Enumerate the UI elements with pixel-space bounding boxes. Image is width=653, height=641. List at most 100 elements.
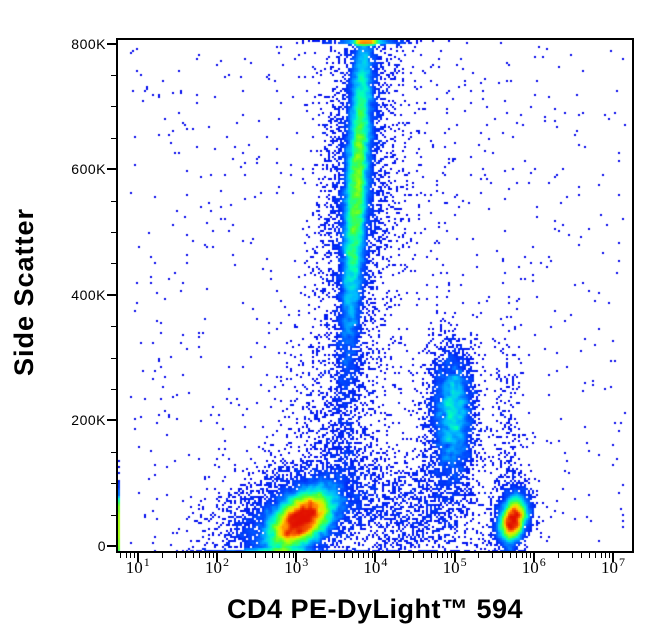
x-minor-tick (351, 553, 353, 558)
x-minor-tick (430, 553, 432, 558)
x-minor-tick (399, 553, 401, 558)
x-major-tick (532, 553, 535, 562)
x-minor-tick (557, 553, 559, 558)
x-tick-exponent: 7 (618, 555, 625, 569)
y-tick-label: 600K (71, 161, 106, 178)
x-minor-tick (292, 553, 294, 558)
y-major-tick (107, 544, 116, 547)
x-tick-base: 10 (125, 558, 143, 577)
x-tick-label: 104 (345, 555, 405, 578)
y-minor-tick (111, 451, 116, 453)
x-minor-tick (600, 553, 602, 558)
x-major-tick (374, 553, 377, 562)
x-minor-tick (609, 553, 611, 558)
x-minor-tick (320, 553, 322, 558)
x-minor-tick (357, 553, 359, 558)
x-minor-tick (530, 553, 532, 558)
x-minor-tick (272, 553, 274, 558)
x-tick-label: 102 (187, 555, 247, 578)
x-tick-label: 101 (108, 555, 168, 578)
x-minor-tick (264, 553, 266, 558)
x-minor-tick (478, 553, 480, 558)
x-tick-exponent: 6 (539, 555, 546, 569)
x-minor-tick (571, 553, 573, 558)
x-minor-tick (240, 553, 242, 558)
x-minor-tick (343, 553, 345, 558)
y-major-tick (107, 293, 116, 296)
x-minor-tick (204, 553, 206, 558)
x-major-tick (295, 553, 298, 562)
y-minor-tick (111, 137, 116, 139)
x-minor-tick (509, 553, 511, 558)
x-minor-tick (502, 553, 504, 558)
x-minor-tick (278, 553, 280, 558)
x-minor-tick (199, 553, 201, 558)
y-minor-tick (111, 106, 116, 108)
x-major-tick (136, 553, 139, 562)
x-minor-tick (413, 553, 415, 558)
x-minor-tick (516, 553, 518, 558)
x-tick-label: 103 (266, 555, 326, 578)
y-minor-tick (111, 231, 116, 233)
x-minor-tick (193, 553, 195, 558)
x-minor-tick (175, 553, 177, 558)
x-tick-base: 10 (442, 558, 460, 577)
x-minor-tick (423, 553, 425, 558)
x-minor-tick (492, 553, 494, 558)
x-tick-exponent: 2 (222, 555, 229, 569)
x-minor-tick (367, 553, 369, 558)
x-tick-base: 10 (521, 558, 539, 577)
x-minor-tick (333, 553, 335, 558)
x-minor-tick (209, 553, 211, 558)
x-minor-tick (526, 553, 528, 558)
y-tick-label: 400K (71, 286, 106, 303)
x-tick-exponent: 3 (302, 555, 309, 569)
x-tick-label: 106 (504, 555, 564, 578)
x-tick-base: 10 (363, 558, 381, 577)
x-minor-tick (450, 553, 452, 558)
x-major-tick (453, 553, 456, 562)
x-minor-tick (442, 553, 444, 558)
x-minor-tick (254, 553, 256, 558)
x-major-tick (611, 553, 614, 562)
x-minor-tick (437, 553, 439, 558)
x-minor-tick (595, 553, 597, 558)
y-major-tick (107, 42, 116, 45)
y-minor-tick (111, 200, 116, 202)
y-minor-tick (111, 388, 116, 390)
x-tick-exponent: 4 (381, 555, 388, 569)
x-minor-tick (134, 553, 136, 558)
x-minor-tick (185, 553, 187, 558)
y-tick-label: 0 (97, 537, 106, 554)
y-minor-tick (111, 326, 116, 328)
y-minor-tick (111, 514, 116, 516)
x-tick-base: 10 (600, 558, 618, 577)
x-minor-tick (125, 553, 127, 558)
y-minor-tick (111, 357, 116, 359)
x-minor-tick (363, 553, 365, 558)
x-minor-tick (130, 553, 132, 558)
x-tick-exponent: 5 (460, 555, 467, 569)
x-minor-tick (605, 553, 607, 558)
x-axis-title: CD4 PE-DyLight™ 594 (226, 594, 524, 624)
x-minor-tick (521, 553, 523, 558)
x-tick-exponent: 1 (143, 555, 150, 569)
y-major-tick (107, 419, 116, 422)
x-minor-tick (161, 553, 163, 558)
y-major-tick (107, 168, 116, 171)
y-tick-label: 800K (71, 35, 106, 52)
x-tick-base: 10 (284, 558, 302, 577)
y-minor-tick (111, 483, 116, 485)
x-minor-tick (213, 553, 215, 558)
y-minor-tick (111, 74, 116, 76)
x-minor-tick (288, 553, 290, 558)
x-minor-tick (120, 553, 122, 558)
y-tick-label: 200K (71, 412, 106, 429)
x-tick-base: 10 (204, 558, 222, 577)
x-tick-label: 105 (425, 555, 485, 578)
density-scatter-canvas (118, 40, 632, 551)
y-minor-tick (111, 263, 116, 265)
x-minor-tick (446, 553, 448, 558)
x-tick-label: 107 (583, 555, 643, 578)
